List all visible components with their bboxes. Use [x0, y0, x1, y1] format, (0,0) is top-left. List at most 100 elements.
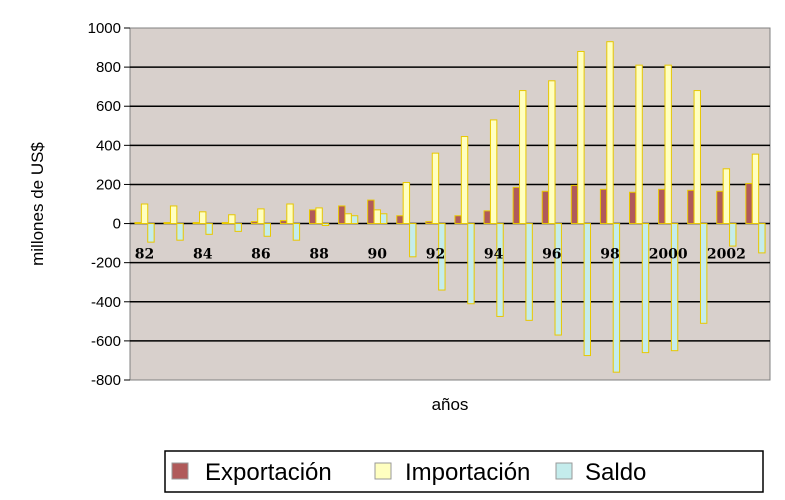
bar-exportación-91 — [396, 215, 404, 225]
x-tick-label: 92 — [426, 247, 445, 263]
bar-exportación-90 — [367, 199, 375, 225]
y-tick-label: -400 — [91, 294, 121, 311]
bars — [134, 41, 766, 373]
bar-saldo-89 — [350, 215, 359, 225]
bar-exportación-94 — [483, 210, 491, 225]
legend-label-saldo: Saldo — [585, 459, 646, 486]
bar-saldo-96 — [554, 223, 562, 336]
bar-exportación-85 — [221, 222, 230, 225]
bar-exportación-92 — [425, 221, 433, 225]
bar-importación-92 — [431, 152, 440, 225]
bar-exportación-86 — [250, 221, 259, 225]
bar-exportación-96 — [541, 190, 550, 225]
bar-importación-98 — [606, 41, 614, 225]
bar-exportación-93 — [454, 215, 462, 225]
bar-saldo-2003 — [758, 223, 766, 254]
bar-exportación-84 — [192, 222, 201, 225]
bar-saldo-86 — [263, 223, 272, 237]
y-axis-ticks: 1000 800 600 400 200 0 -200 -400 -600 -800 — [88, 20, 130, 389]
legend-label-exportación: Exportación — [205, 459, 332, 486]
bar-saldo-98 — [612, 223, 621, 373]
bar-saldo-90 — [379, 213, 388, 225]
bar-exportación-99 — [628, 191, 637, 225]
bar-exportación-89 — [338, 205, 346, 225]
x-tick-label: 98 — [600, 247, 619, 263]
bar-importación-88 — [315, 207, 323, 225]
x-tick-label: 82 — [135, 247, 154, 263]
bar-importación-96 — [548, 80, 556, 225]
bar-importación-93 — [460, 136, 469, 225]
bar-saldo-2002 — [729, 223, 737, 247]
bar-importación-87 — [286, 203, 294, 225]
bar-exportación-88 — [308, 209, 317, 225]
bar-exportación-2002 — [716, 190, 724, 225]
bar-saldo-84 — [205, 223, 213, 235]
legend-box — [164, 450, 764, 493]
bar-saldo-95 — [525, 223, 533, 321]
bar-importación-2003 — [751, 153, 760, 225]
bar-exportación-2000 — [658, 188, 666, 225]
bar-importación-2000 — [664, 64, 672, 225]
legend-swatch-importación — [374, 462, 392, 480]
bar-importación-84 — [199, 211, 207, 225]
y-tick-label: 200 — [96, 176, 121, 193]
bar-importación-2002 — [722, 168, 731, 225]
y-tick-label: -200 — [91, 255, 121, 272]
bar-importación-82 — [140, 203, 149, 225]
bar-saldo-93 — [467, 223, 475, 305]
legend-swatch-exportación — [171, 462, 189, 480]
legend: Exportación Importación Saldo — [164, 450, 764, 493]
bar-saldo-88 — [321, 223, 330, 227]
legend-swatch-saldo — [555, 462, 573, 480]
bar-importación-85 — [228, 214, 236, 225]
x-tick-label: 2002 — [707, 247, 746, 263]
y-tick-label: 400 — [96, 137, 121, 154]
bar-exportación-95 — [512, 186, 521, 225]
x-tick-label: 86 — [251, 247, 270, 263]
bar-importación-90 — [373, 209, 381, 225]
y-tick-label: 1000 — [88, 20, 121, 37]
x-tick-label: 84 — [193, 247, 213, 263]
y-tick-label: -600 — [91, 333, 121, 350]
bar-saldo-91 — [409, 223, 417, 258]
bar-exportación-2003 — [745, 182, 753, 225]
bar-exportación-98 — [599, 188, 608, 225]
bar-exportación-83 — [163, 222, 171, 225]
bar-saldo-2001 — [699, 223, 708, 324]
legend-label-importación: Importación — [405, 459, 530, 486]
x-axis-ticks: 82 84 86 88 90 92 94 96 98 2000 2002 — [135, 247, 746, 263]
bar-exportación-87 — [279, 220, 288, 225]
bar-saldo-92 — [438, 223, 446, 291]
y-tick-label: -800 — [91, 372, 121, 389]
bar-saldo-94 — [496, 223, 504, 317]
bar-importación-99 — [635, 64, 643, 225]
bar-importación-95 — [519, 90, 527, 225]
bar-saldo-99 — [641, 223, 650, 354]
x-tick-label: 96 — [542, 247, 561, 263]
bar-exportación-97 — [570, 184, 579, 225]
bar-exportación-2001 — [687, 189, 695, 225]
x-tick-label: 94 — [484, 247, 504, 263]
y-tick-label: 0 — [113, 216, 121, 233]
bar-importación-89 — [344, 213, 352, 225]
bar-importación-83 — [169, 205, 178, 225]
bar-exportación-82 — [134, 222, 142, 225]
bar-importación-97 — [577, 50, 585, 225]
bar-saldo-82 — [147, 223, 155, 243]
bar-saldo-87 — [292, 223, 301, 241]
x-tick-label: 90 — [368, 247, 388, 263]
bar-importación-94 — [489, 119, 498, 225]
y-tick-label: 600 — [96, 98, 121, 115]
bar-saldo-85 — [234, 223, 242, 232]
bar-saldo-83 — [176, 223, 184, 241]
x-tick-label: 2000 — [649, 247, 688, 263]
bar-importación-86 — [257, 208, 265, 225]
bar-saldo-2000 — [670, 223, 679, 352]
y-axis-label: millones de US$ — [28, 142, 47, 266]
bar-saldo-97 — [583, 223, 592, 357]
x-tick-label: 88 — [309, 247, 328, 263]
bar-importación-91 — [402, 181, 411, 225]
x-axis-label: años — [432, 395, 469, 414]
bar-importación-2001 — [693, 90, 701, 225]
